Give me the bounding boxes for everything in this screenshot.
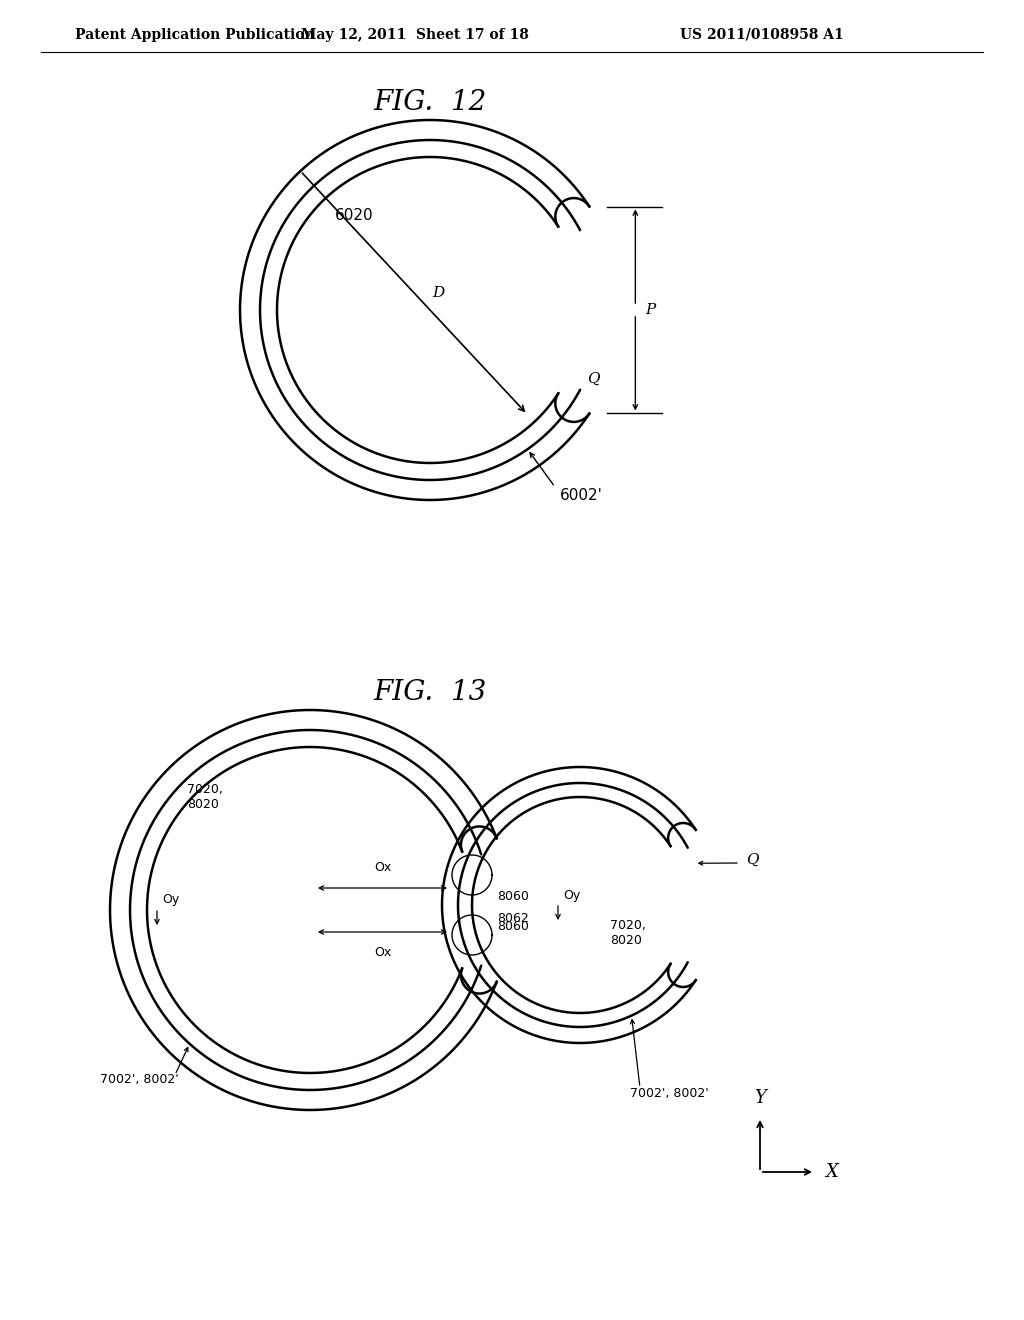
Text: 6002': 6002' — [560, 487, 603, 503]
Text: 8062: 8062 — [497, 912, 528, 924]
Text: 8020: 8020 — [187, 799, 219, 812]
Text: US 2011/0108958 A1: US 2011/0108958 A1 — [680, 28, 844, 42]
Text: 6020: 6020 — [335, 207, 374, 223]
Text: 8060: 8060 — [497, 920, 528, 933]
Text: Y: Y — [754, 1089, 766, 1107]
Text: Ox: Ox — [375, 861, 391, 874]
Text: 7002', 8002': 7002', 8002' — [630, 1086, 709, 1100]
Text: D: D — [432, 286, 444, 300]
Text: FIG.  12: FIG. 12 — [374, 88, 486, 116]
Text: 7020,: 7020, — [610, 919, 646, 932]
Text: 7020,: 7020, — [187, 784, 223, 796]
Text: Patent Application Publication: Patent Application Publication — [75, 28, 314, 42]
Text: 7002', 8002': 7002', 8002' — [100, 1073, 179, 1086]
Text: Q: Q — [746, 853, 759, 867]
Text: May 12, 2011  Sheet 17 of 18: May 12, 2011 Sheet 17 of 18 — [301, 28, 529, 42]
Text: FIG.  13: FIG. 13 — [374, 678, 486, 705]
Text: Ox: Ox — [375, 946, 391, 960]
Text: 8060: 8060 — [497, 890, 528, 903]
Text: Q: Q — [587, 372, 600, 385]
Text: P: P — [645, 304, 655, 317]
Text: X: X — [825, 1163, 838, 1181]
Text: Oy: Oy — [162, 894, 179, 907]
Text: Oy: Oy — [563, 888, 581, 902]
Text: 8020: 8020 — [610, 933, 642, 946]
